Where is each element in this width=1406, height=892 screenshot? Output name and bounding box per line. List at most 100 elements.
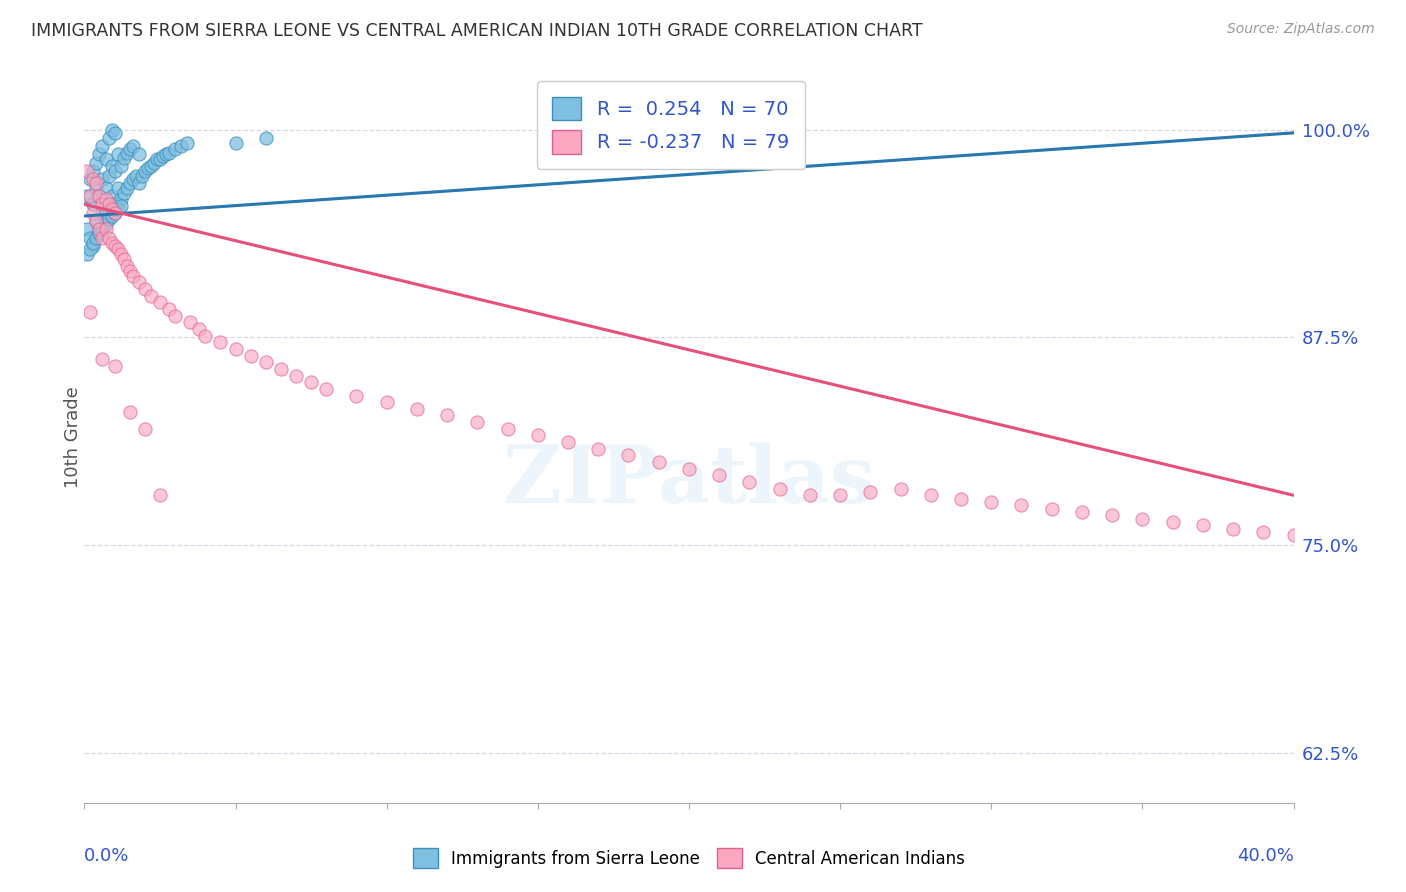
Point xyxy=(1192,518,1215,533)
Point xyxy=(149,295,172,310)
Point xyxy=(1222,521,1244,535)
Point xyxy=(239,349,262,363)
Point xyxy=(149,153,172,167)
Point xyxy=(91,139,114,153)
Point xyxy=(94,180,117,194)
Point xyxy=(118,143,141,157)
Point xyxy=(1071,505,1094,519)
Point xyxy=(104,205,127,219)
Point xyxy=(315,382,337,396)
Point xyxy=(1011,498,1033,512)
Point xyxy=(97,230,120,244)
Point xyxy=(225,136,247,150)
Point xyxy=(94,222,117,236)
Point xyxy=(107,202,129,217)
Point xyxy=(121,268,143,283)
Point xyxy=(104,126,127,140)
Point xyxy=(194,328,217,343)
Point xyxy=(100,122,122,136)
Point xyxy=(136,161,159,175)
Point xyxy=(165,309,187,323)
Point xyxy=(89,222,111,236)
Point xyxy=(179,315,201,329)
Point xyxy=(375,395,398,409)
Point xyxy=(118,264,141,278)
Point xyxy=(82,205,104,219)
Point xyxy=(121,172,143,186)
Point xyxy=(94,217,117,231)
Point xyxy=(76,164,98,178)
Point xyxy=(152,149,174,163)
Point xyxy=(82,239,104,253)
Point xyxy=(79,189,101,203)
Point xyxy=(82,197,104,211)
Point xyxy=(1040,501,1063,516)
Point xyxy=(79,172,101,186)
Point xyxy=(76,247,98,261)
Point xyxy=(94,192,117,206)
Point xyxy=(79,305,101,319)
Point xyxy=(128,176,150,190)
Point xyxy=(112,151,135,165)
Point xyxy=(91,205,114,219)
Point xyxy=(110,192,132,206)
Point xyxy=(79,230,101,244)
Point xyxy=(82,235,104,250)
Point xyxy=(107,147,129,161)
Point xyxy=(1101,508,1123,523)
Point xyxy=(104,205,127,219)
Point xyxy=(76,222,98,236)
Point xyxy=(527,428,550,442)
Point xyxy=(82,172,104,186)
Point xyxy=(100,202,122,217)
Point xyxy=(1253,524,1275,539)
Point xyxy=(91,197,114,211)
Point xyxy=(346,388,368,402)
Point xyxy=(115,180,138,194)
Point xyxy=(149,488,172,502)
Point xyxy=(86,214,108,228)
Point xyxy=(115,259,138,273)
Point xyxy=(112,186,135,200)
Point xyxy=(134,422,156,436)
Point xyxy=(980,495,1002,509)
Point xyxy=(799,488,821,502)
Point xyxy=(86,155,108,169)
Point xyxy=(107,180,129,194)
Point xyxy=(89,222,111,236)
Point xyxy=(139,159,162,173)
Point xyxy=(131,169,153,183)
Text: Source: ZipAtlas.com: Source: ZipAtlas.com xyxy=(1227,22,1375,37)
Point xyxy=(100,209,122,223)
Point xyxy=(155,147,177,161)
Point xyxy=(118,405,141,419)
Point xyxy=(97,169,120,183)
Point xyxy=(112,252,135,267)
Point xyxy=(209,335,232,350)
Point xyxy=(254,131,277,145)
Y-axis label: 10th Grade: 10th Grade xyxy=(65,386,82,488)
Point xyxy=(920,488,942,502)
Point xyxy=(97,197,120,211)
Point xyxy=(254,355,277,369)
Point xyxy=(142,155,165,169)
Point xyxy=(557,435,579,450)
Point xyxy=(94,214,117,228)
Text: ZIPatlas: ZIPatlas xyxy=(503,442,875,520)
Point xyxy=(100,189,122,203)
Point xyxy=(82,164,104,178)
Point xyxy=(157,145,180,160)
Point xyxy=(97,131,120,145)
Point xyxy=(146,153,169,167)
Point xyxy=(89,189,111,203)
Point xyxy=(299,375,322,389)
Point xyxy=(1161,515,1184,529)
Point xyxy=(79,242,101,256)
Point xyxy=(86,176,108,190)
Point xyxy=(86,214,108,228)
Point xyxy=(104,197,127,211)
Point xyxy=(110,199,132,213)
Point xyxy=(830,488,852,502)
Point xyxy=(104,359,127,373)
Point xyxy=(100,159,122,173)
